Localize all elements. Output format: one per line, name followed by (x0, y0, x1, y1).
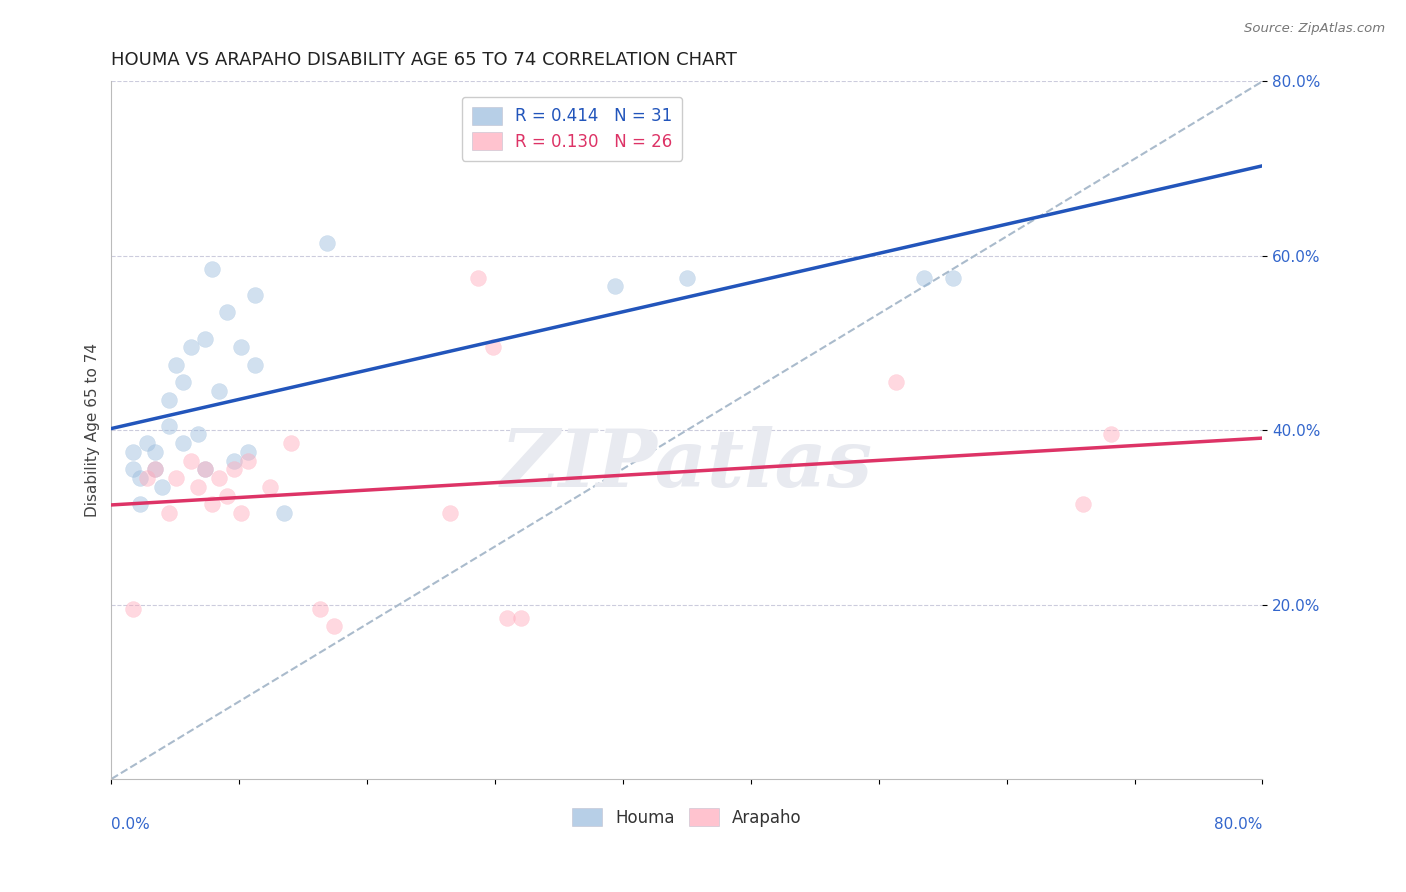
Point (122, 462, 145, 476)
Text: 0.0%: 0.0% (111, 817, 150, 832)
Point (187, 480, 209, 494)
Point (201, 261, 224, 276)
Point (187, 427, 209, 442)
Point (157, 392, 180, 407)
Point (309, 602, 332, 616)
Text: ZIPatlas: ZIPatlas (501, 426, 873, 504)
Point (143, 462, 166, 476)
Point (129, 471, 152, 485)
Point (194, 462, 217, 476)
Point (1099, 427, 1122, 442)
Point (481, 340, 503, 354)
Point (122, 602, 145, 616)
Point (273, 506, 295, 520)
Point (180, 340, 202, 354)
Point (129, 497, 152, 511)
Point (165, 358, 187, 372)
Point (222, 453, 245, 467)
Point (439, 506, 461, 520)
Point (215, 489, 238, 503)
Point (194, 332, 217, 346)
Point (215, 305, 238, 319)
Point (912, 270, 935, 285)
Point (510, 610, 533, 624)
Point (122, 445, 145, 459)
Point (150, 480, 173, 494)
Point (172, 436, 194, 450)
Point (208, 471, 231, 485)
Text: 80.0%: 80.0% (1215, 817, 1263, 832)
Point (245, 288, 267, 302)
Point (280, 436, 302, 450)
Point (676, 270, 699, 285)
Y-axis label: Disability Age 65 to 74: Disability Age 65 to 74 (86, 343, 100, 517)
Point (222, 462, 245, 476)
Point (942, 270, 965, 285)
Point (143, 462, 166, 476)
Point (467, 270, 489, 285)
Point (229, 340, 252, 354)
Text: Source: ZipAtlas.com: Source: ZipAtlas.com (1244, 22, 1385, 36)
Text: HOUMA VS ARAPAHO DISABILITY AGE 65 TO 74 CORRELATION CHART: HOUMA VS ARAPAHO DISABILITY AGE 65 TO 74… (111, 51, 737, 69)
Legend: Houma, Arapaho: Houma, Arapaho (565, 801, 808, 833)
Point (496, 610, 519, 624)
Point (180, 453, 202, 467)
Point (165, 471, 187, 485)
Point (136, 436, 159, 450)
Point (316, 235, 339, 250)
Point (1071, 497, 1094, 511)
Point (229, 506, 252, 520)
Point (157, 506, 180, 520)
Point (884, 375, 907, 389)
Point (259, 480, 281, 494)
Point (603, 279, 626, 293)
Point (208, 384, 231, 398)
Point (172, 375, 194, 389)
Point (157, 418, 180, 433)
Point (136, 471, 159, 485)
Point (236, 453, 259, 467)
Point (143, 445, 166, 459)
Point (201, 497, 224, 511)
Point (245, 358, 267, 372)
Point (236, 445, 259, 459)
Point (194, 462, 217, 476)
Point (323, 619, 346, 633)
